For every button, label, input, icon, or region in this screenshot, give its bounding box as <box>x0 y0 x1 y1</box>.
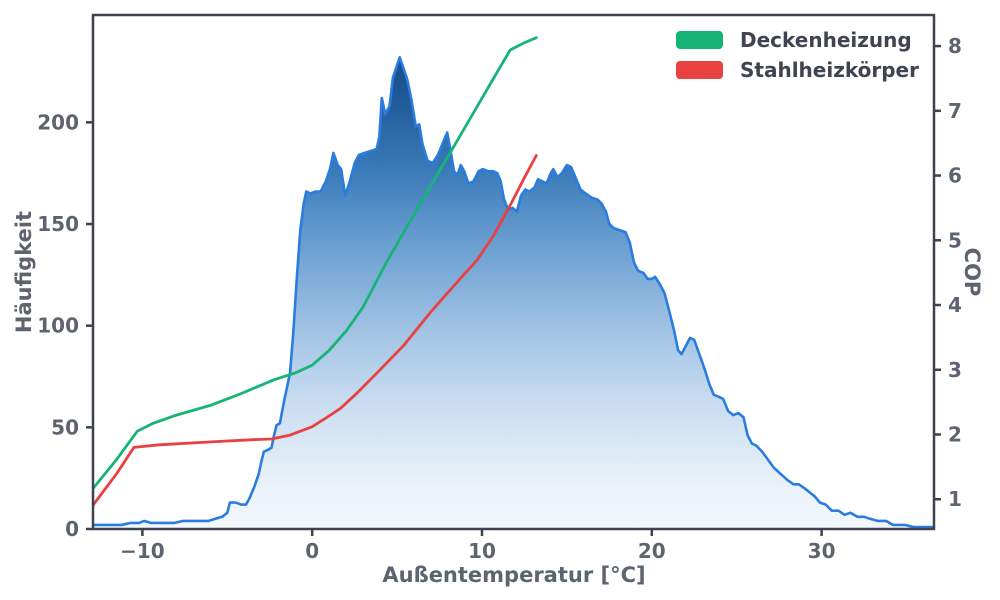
histogram-outline <box>93 56 934 529</box>
y-right-tick-label: 3 <box>948 358 962 382</box>
legend-label-stahlheizkoerper: Stahlheizkörper <box>740 58 919 82</box>
y-right-tick-label: 2 <box>948 422 962 446</box>
y-right-tick-label: 5 <box>948 228 962 252</box>
series-layer <box>93 36 538 507</box>
y-right-tick-label: 6 <box>948 164 962 188</box>
plot-border <box>91 13 936 531</box>
y-right-tick-label: 4 <box>948 293 962 317</box>
histogram-layer <box>93 56 934 529</box>
legend: Deckenheizung Stahlheizkörper <box>676 30 919 80</box>
y-right-tick-label: 1 <box>948 487 962 511</box>
series-line-stahlheizkoerper <box>93 154 538 507</box>
x-tick-label: −10 <box>120 539 165 563</box>
legend-swatch-deckenheizung <box>676 31 723 49</box>
series-line-deckenheizung <box>93 36 538 490</box>
x-tick-label: 20 <box>638 539 666 563</box>
legend-swatch-stahlheizkoerper <box>676 61 723 79</box>
x-tick-label: 30 <box>808 539 836 563</box>
x-tick-label: 10 <box>468 539 496 563</box>
x-tick-label: 0 <box>305 539 319 563</box>
tick-layer: −10 0 10 20 30 0 50 100 150 200 1 2 3 4 5 6 7 8 <box>37 34 962 563</box>
y-right-tick-label: 8 <box>948 34 962 58</box>
x-axis-label: Außentemperatur [°C] <box>382 563 646 587</box>
legend-item-stahlheizkoerper: Stahlheizkörper <box>676 60 919 80</box>
y-left-tick-label: 150 <box>37 212 79 236</box>
y-left-axis-label: Häufigkeit <box>12 210 36 334</box>
y-left-tick-label: 50 <box>51 415 79 439</box>
legend-label-deckenheizung: Deckenheizung <box>740 28 912 52</box>
y-left-tick-label: 200 <box>37 110 79 134</box>
y-left-tick-label: 100 <box>37 314 79 338</box>
y-right-tick-label: 7 <box>948 99 962 123</box>
axes-layer <box>91 13 936 531</box>
y-right-axis-label: COP <box>960 247 984 297</box>
legend-item-deckenheizung: Deckenheizung <box>676 30 919 50</box>
y-left-tick-label: 0 <box>65 517 79 541</box>
histogram-area <box>93 57 934 529</box>
